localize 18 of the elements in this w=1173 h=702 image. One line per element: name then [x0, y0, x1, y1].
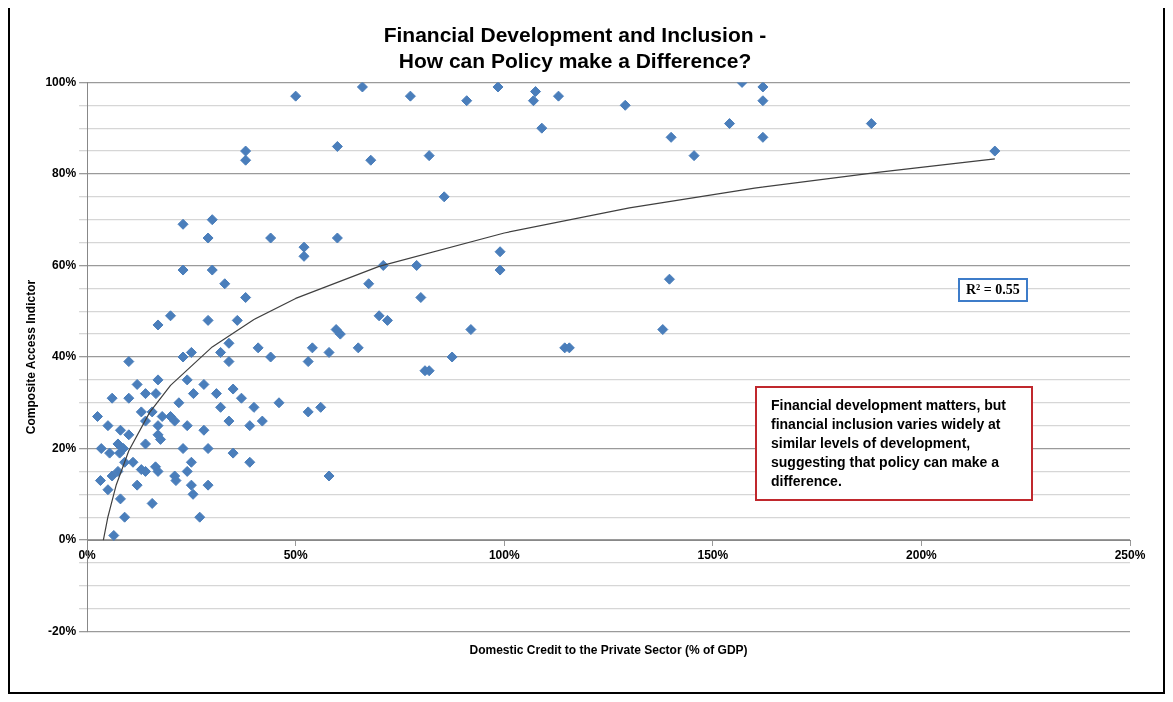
- chart-title: Financial Development and Inclusion - How can Policy make a Difference?: [383, 23, 767, 72]
- y-tick-label: 60%: [52, 257, 77, 272]
- annotation: R² = 0.55: [958, 278, 1028, 302]
- y-tick-label: 40%: [52, 349, 77, 364]
- y-tick-label: 80%: [52, 166, 77, 181]
- y-axis-title: Composite Access Indictor: [23, 279, 38, 435]
- annotation: Financial development matters, but financial inclusion varies widely at similar levels of development, suggesting that policy can make a difference.: [755, 386, 1033, 501]
- y-tick-label: 0%: [58, 532, 77, 547]
- x-tick-label: 50%: [283, 547, 309, 562]
- y-tick-label: 20%: [52, 440, 77, 455]
- x-tick-label: 200%: [906, 547, 938, 562]
- x-tick-label: 0%: [78, 547, 97, 562]
- x-tick-label: 250%: [1114, 547, 1146, 562]
- x-tick-label: 100%: [488, 547, 520, 562]
- y-tick-label: 100%: [45, 74, 77, 89]
- y-tick-label: -20%: [48, 623, 77, 638]
- x-axis-title: Domestic Credit to the Private Sector (% of GDP): [469, 643, 748, 658]
- x-tick-label: 150%: [697, 547, 729, 562]
